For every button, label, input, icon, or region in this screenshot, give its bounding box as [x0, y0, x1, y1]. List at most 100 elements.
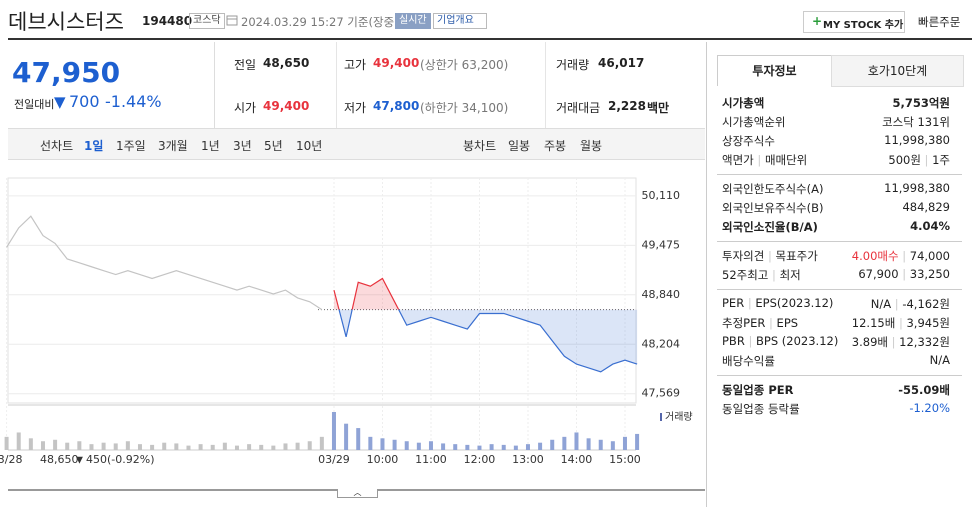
volume-bar	[331, 412, 336, 450]
volume-bar	[538, 442, 543, 450]
row-label: 52주최고	[722, 268, 769, 282]
footer-price: 48,650	[40, 453, 79, 466]
realtime[interactable]: 실시간	[395, 13, 431, 29]
info-row: 외국인한도주식수(A) 11,998,380	[722, 181, 950, 199]
candle-tab[interactable]: 일봉	[508, 139, 531, 153]
volume-bar	[53, 439, 58, 450]
separator: |	[898, 267, 910, 281]
volume-bar	[598, 439, 603, 450]
stock-code: 194480	[142, 14, 193, 28]
candle-tab[interactable]: 주봉	[544, 139, 567, 153]
period-tab[interactable]: 3년	[233, 139, 252, 153]
volume-bar	[259, 444, 264, 450]
y-tick-label: 47,569	[642, 387, 681, 400]
price-line	[6, 215, 323, 311]
datetime: 2024.03.29 15:27 기준(장중)	[241, 15, 399, 29]
volume-bar	[174, 443, 179, 450]
change: 700	[69, 92, 100, 111]
row-values: 484,829	[902, 200, 950, 218]
volume-legend: 거래량	[665, 411, 693, 423]
row-values: 11,998,380	[884, 181, 950, 199]
divider	[545, 42, 546, 128]
quote-value: 46,017	[598, 56, 645, 70]
row-value: 3.89배	[851, 335, 888, 349]
volume-bar	[307, 441, 312, 450]
period-tab[interactable]: 1년	[201, 139, 220, 153]
row-label: 액면가	[722, 153, 754, 167]
row-values: 67,900 | 33,250	[858, 267, 950, 285]
separator: |	[898, 249, 910, 263]
row-values: 4.04%	[910, 219, 950, 237]
row-labels: 투자의견 | 목표주가	[722, 248, 818, 266]
y-tick-label: 49,475	[642, 238, 681, 251]
row-labels: PER | EPS(2023.12)	[722, 296, 833, 314]
info-row: 동일업종 PER -55.09배	[722, 382, 950, 400]
footer-rate: (-0.92%)	[107, 453, 155, 466]
row-labels: 외국인보유주식수(B)	[722, 200, 824, 218]
quote-note: (하한가 34,100)	[420, 101, 509, 115]
row-values: -55.09배	[898, 382, 950, 400]
row-label: 투자의견	[722, 249, 765, 263]
my-stock-button[interactable]: + MY STOCK 추가	[803, 11, 905, 33]
row-value: -55.09배	[898, 383, 950, 397]
info-row: 배당수익률 N/A	[722, 353, 950, 371]
x-tick-label: 12:00	[464, 453, 496, 466]
row-value: 74,000	[909, 249, 950, 263]
period-tab[interactable]: 1일	[84, 139, 104, 153]
volume-bar	[113, 443, 118, 450]
volume-bar	[550, 439, 555, 450]
info-row: 외국인소진율(B/A) 4.04%	[722, 219, 950, 237]
quote-label: 시가	[234, 101, 257, 115]
separator: |	[753, 153, 765, 167]
down-area	[339, 309, 638, 372]
panel-tab[interactable]: 투자정보	[717, 55, 832, 86]
candle-tab[interactable]: 월봉	[580, 139, 603, 153]
row-value: 4.04%	[910, 219, 950, 233]
volume-bar	[295, 442, 300, 450]
volume-bar	[222, 442, 227, 450]
panel-divider	[706, 42, 707, 507]
row-labels: PBR | BPS (2023.12)	[722, 334, 838, 352]
panel-tab[interactable]: 호가10단계	[831, 55, 964, 87]
company-info[interactable]: 기업개요	[433, 13, 487, 29]
row-values: 11,998,380	[884, 133, 950, 151]
row-label: 시가총액순위	[722, 115, 786, 129]
quote-label: 거래대금	[556, 101, 601, 115]
row-labels: 52주최고 | 최저	[722, 267, 801, 285]
row-label: 동일업종 PER	[722, 383, 794, 397]
period-tab[interactable]: 10년	[296, 139, 323, 153]
row-labels: 상장주식수	[722, 133, 775, 151]
volume-bar	[368, 436, 373, 450]
volume-bar	[441, 443, 446, 450]
volume-bar	[89, 444, 94, 450]
period-tab[interactable]: 5년	[264, 139, 283, 153]
volume-bar	[501, 444, 506, 450]
collapse-button[interactable]: ︿	[337, 489, 378, 498]
divider	[336, 42, 337, 128]
row-label: 외국인한도주식수(A)	[722, 182, 824, 196]
row-value: 12,332원	[899, 335, 950, 349]
chart: 50,110 49,475 48,840 48,204 47,569 03/28 03/29…	[0, 177, 693, 466]
volume-bar	[392, 439, 397, 450]
quote-unit: 백만	[647, 101, 670, 115]
row-labels: 시가총액	[722, 95, 764, 113]
period-tab[interactable]: 1주일	[116, 139, 146, 153]
volume-bar	[198, 444, 203, 450]
period-tab[interactable]: 3개월	[158, 139, 188, 153]
section-rule	[717, 241, 962, 242]
price-line-down	[338, 309, 638, 373]
volume-bar	[162, 442, 167, 450]
info-row: 동일업종 등락률 -1.20%	[722, 401, 950, 419]
separator: |	[768, 268, 780, 282]
footer-arrow: ▼	[76, 456, 83, 466]
volume-bar	[416, 442, 421, 450]
quick-order[interactable]: 빠른주문	[918, 15, 961, 29]
tab-label: 선차트	[40, 139, 74, 153]
separator: |	[744, 296, 756, 310]
volume-bar	[186, 445, 191, 450]
info-row: 상장주식수 11,998,380	[722, 133, 950, 151]
row-label: 상장주식수	[722, 134, 775, 148]
row-label: BPS (2023.12)	[756, 334, 839, 348]
row-value: -4,162원	[902, 297, 950, 311]
